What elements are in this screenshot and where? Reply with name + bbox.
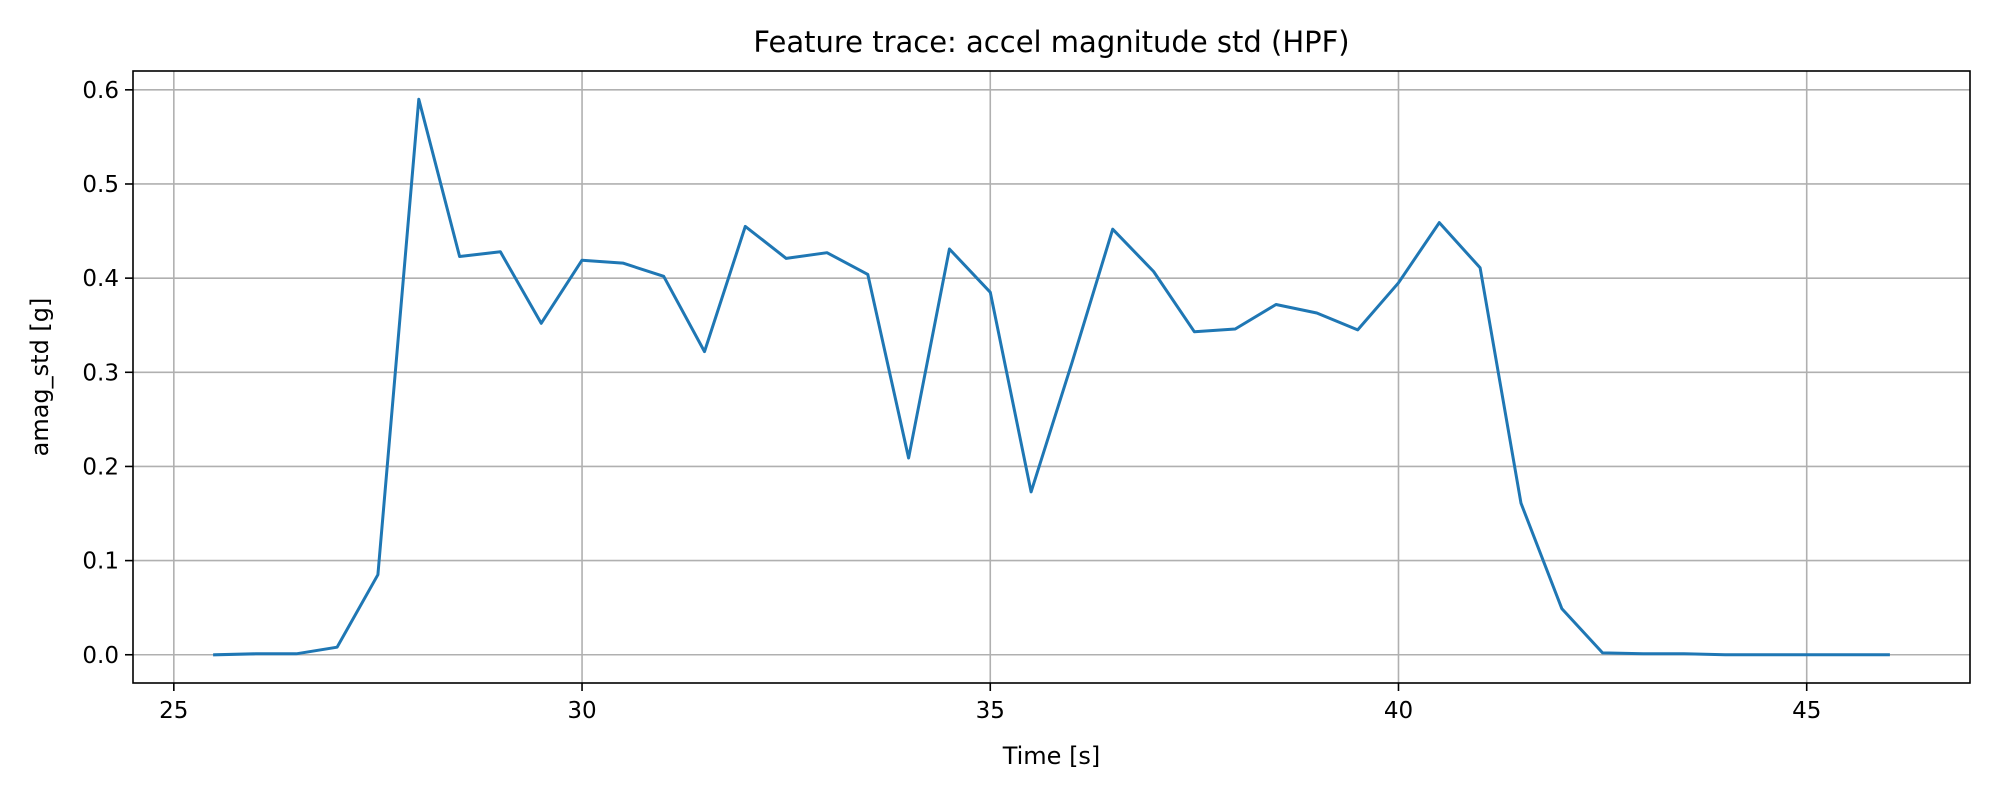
y-tick-label: 0.6 xyxy=(82,78,119,104)
y-tick-label: 0.2 xyxy=(82,454,119,480)
x-tick-label: 30 xyxy=(567,698,596,724)
x-tick-label: 35 xyxy=(976,698,1005,724)
grid xyxy=(133,71,1970,683)
y-axis-label: amag_std [g] xyxy=(26,298,54,457)
y-tick-label: 0.0 xyxy=(82,643,119,669)
plot-frame xyxy=(132,70,1971,684)
y-axis-ticks: 0.0 0.1 0.2 0.3 0.4 0.5 0.6 xyxy=(82,78,133,669)
series-line xyxy=(213,97,1890,657)
x-axis-label: Time [s] xyxy=(1002,742,1101,770)
x-axis-ticks: 25 30 35 40 45 xyxy=(159,683,1821,724)
x-tick-label: 40 xyxy=(1384,698,1413,724)
chart-title: Feature trace: accel magnitude std (HPF) xyxy=(753,25,1349,59)
y-tick-label: 0.4 xyxy=(82,266,119,292)
y-tick-label: 0.1 xyxy=(82,549,119,575)
series-lines xyxy=(213,97,1890,657)
x-tick-label: 45 xyxy=(1792,698,1821,724)
x-tick-label: 25 xyxy=(159,698,188,724)
y-tick-label: 0.3 xyxy=(82,360,119,386)
y-tick-label: 0.5 xyxy=(82,172,119,198)
